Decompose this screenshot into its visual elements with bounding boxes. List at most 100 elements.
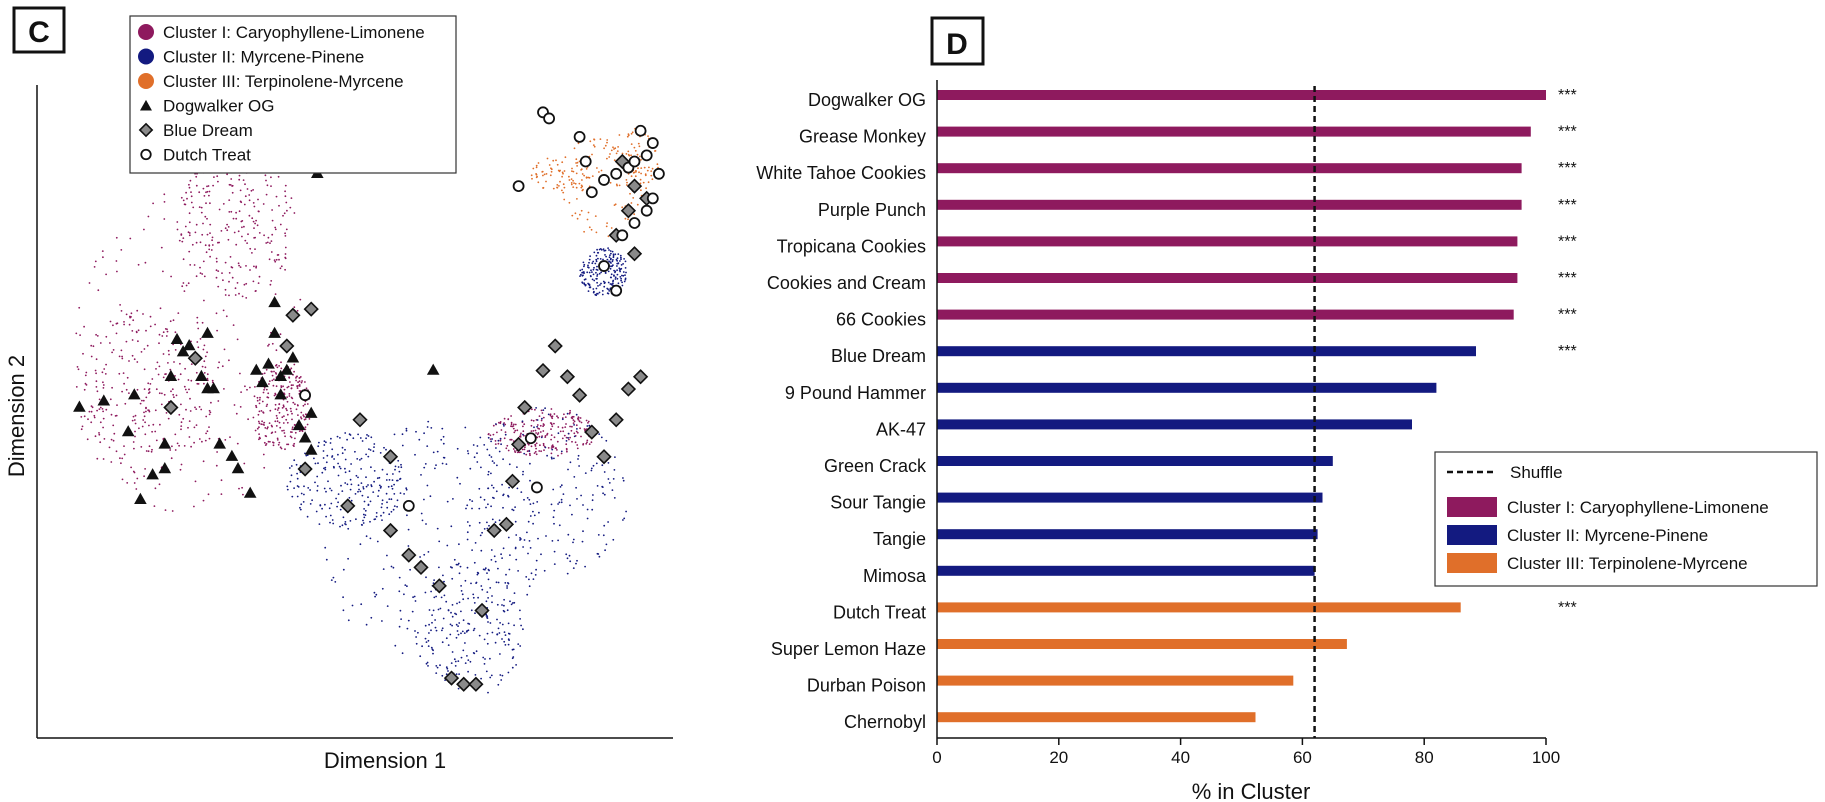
cloud-dot — [581, 185, 583, 187]
cloud-dot — [277, 439, 279, 441]
cloud-dot — [170, 276, 172, 278]
cloud-dot — [290, 481, 292, 483]
cloud-dot — [443, 457, 445, 459]
cloud-dot — [259, 422, 261, 424]
cloud-dot — [102, 381, 104, 383]
cloud-dot — [367, 484, 369, 486]
significance-label: *** — [1558, 160, 1577, 177]
cloud-dot — [386, 555, 388, 557]
cloud-dot — [225, 289, 227, 291]
cloud-dot — [105, 373, 107, 375]
cloud-dot — [603, 525, 605, 527]
cloud-dot — [568, 433, 570, 435]
cloud-dot — [542, 175, 544, 177]
cloud-dot — [276, 415, 278, 417]
cloud-dot — [360, 543, 362, 545]
cloud-dot — [547, 433, 549, 435]
cloud-dot — [486, 572, 488, 574]
cloud-dot — [491, 549, 493, 551]
cloud-dot — [305, 426, 307, 428]
cloud-dot — [572, 180, 574, 182]
panel-c: C Dimension 1 Dimension 2 Cluster I: Car… — [4, 8, 673, 773]
panel-c-y-axis-title: Dimension 2 — [4, 355, 29, 477]
cloud-dot — [417, 632, 419, 634]
marker-triangle — [287, 351, 300, 362]
cloud-dot — [85, 372, 87, 374]
cloud-dot — [185, 226, 187, 228]
cloud-dot — [526, 532, 528, 534]
cloud-dot — [196, 317, 198, 319]
cloud-dot — [596, 232, 598, 234]
cloud-dot — [77, 366, 79, 368]
cloud-dot — [223, 203, 225, 205]
cloud-dot — [278, 176, 280, 178]
cloud-dot — [232, 192, 234, 194]
cloud-dot — [292, 402, 294, 404]
cloud-dot — [131, 312, 133, 314]
cloud-dot — [458, 622, 460, 624]
cloud-dot — [270, 280, 272, 282]
cloud-dot — [208, 249, 210, 251]
cloud-dot — [603, 286, 605, 288]
cloud-dot — [456, 477, 458, 479]
significance-label: *** — [1558, 197, 1577, 214]
cloud-dot — [96, 380, 98, 382]
cloud-dot — [241, 226, 243, 228]
cloud-dot — [287, 489, 289, 491]
cloud-dot — [196, 224, 198, 226]
cloud-dot — [133, 471, 135, 473]
cloud-dot — [519, 645, 521, 647]
cloud-dot — [652, 168, 654, 170]
cloud-dot — [464, 427, 466, 429]
marker-triangle — [232, 462, 245, 473]
cloud-dot — [177, 312, 179, 314]
cloud-dot — [484, 528, 486, 530]
cloud-dot — [368, 435, 370, 437]
cloud-dot — [91, 411, 93, 413]
cloud-dot — [171, 445, 173, 447]
cloud-dot — [287, 422, 289, 424]
cloud-dot — [96, 358, 98, 360]
cloud-dot — [400, 610, 402, 612]
cloud-dot — [273, 444, 275, 446]
cloud-dot — [454, 613, 456, 615]
cloud-dot — [536, 442, 538, 444]
cloud-dot — [606, 139, 608, 141]
cloud-dot — [622, 263, 624, 265]
legend-label: Cluster II: Myrcene-Pinene — [163, 48, 364, 67]
cloud-dot — [174, 434, 176, 436]
cloud-dot — [186, 198, 188, 200]
cloud-dot — [271, 380, 273, 382]
cloud-dot — [631, 133, 633, 135]
cloud-dot — [614, 469, 616, 471]
cloud-dot — [577, 458, 579, 460]
marker-open-circle — [648, 138, 658, 148]
cloud-dot — [571, 170, 573, 172]
cloud-dot — [187, 427, 189, 429]
cloud-dot — [325, 491, 327, 493]
cloud-dot — [240, 190, 242, 192]
cloud-dot — [326, 461, 328, 463]
cloud-dot — [112, 324, 114, 326]
cloud-dot — [583, 175, 585, 177]
cloud-dot — [517, 643, 519, 645]
cloud-dot — [150, 316, 152, 318]
cloud-dot — [470, 661, 472, 663]
cloud-dot — [490, 622, 492, 624]
cloud-dot — [608, 290, 610, 292]
cloud-dot — [392, 473, 394, 475]
cloud-dot — [181, 421, 183, 423]
cloud-dot — [542, 409, 544, 411]
cloud-dot — [569, 413, 571, 415]
cloud-dot — [499, 674, 501, 676]
cloud-dot — [363, 522, 365, 524]
cloud-dot — [324, 469, 326, 471]
cloud-dot — [284, 190, 286, 192]
cloud-dot — [514, 506, 516, 508]
cloud-dot — [566, 451, 568, 453]
category-label: Mimosa — [863, 566, 927, 586]
cloud-dot — [344, 449, 346, 451]
cloud-dot — [142, 426, 144, 428]
cloud-dot — [133, 448, 135, 450]
cloud-dot — [591, 262, 593, 264]
